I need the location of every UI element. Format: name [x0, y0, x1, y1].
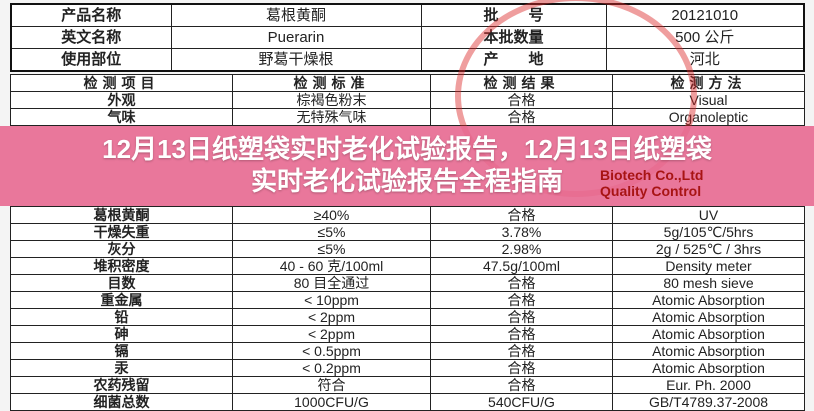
title-overlay: 12月13日纸塑袋实时老化试验报告，12月13日纸塑袋 实时老化试验报告全程指南… [0, 126, 814, 206]
result-cell: < 0.2ppm [232, 359, 431, 377]
result-cell: 堆积密度 [10, 257, 233, 275]
result-cell: < 10ppm [232, 291, 431, 309]
result-cell: 合格 [430, 108, 613, 126]
result-cell: 合格 [430, 359, 613, 377]
info-cell: 英文名称 [10, 26, 172, 49]
result-row: 目数 80 目全通过 合格 80 mesh sieve [10, 274, 805, 292]
info-cell: Puerarin [170, 26, 422, 49]
result-cell: Atomic Absorption [612, 291, 805, 309]
result-cell: 合格 [430, 274, 613, 292]
header-row: 检测项目 检测标准 检测结果 检测方法 [10, 74, 805, 92]
result-row: 镉 < 0.5ppm 合格 Atomic Absorption [10, 342, 805, 360]
result-row: 外观 棕褐色粉末 合格 Visual [10, 91, 805, 109]
product-info-table: 产品名称 葛根黄酮批 号 20121010 英文名称 Puerarin 本批数量 500 公… [10, 3, 805, 72]
result-cell: < 2ppm [232, 325, 431, 343]
result-cell: Eur. Ph. 2000 [612, 376, 805, 394]
result-row: 农药残留 符合 合格 Eur. Ph. 2000 [10, 376, 805, 394]
result-row: 细菌总数 1000CFU/G 540CFU/G GB/T4789.37-2008 [10, 393, 805, 411]
result-cell: Atomic Absorption [612, 308, 805, 326]
result-cell: GB/T4789.37-2008 [612, 393, 805, 411]
result-cell: ≤5% [232, 240, 431, 258]
info-cell: 使用部位 [10, 48, 172, 72]
result-cell: 80 目全通过 [232, 274, 431, 292]
result-row: 重金属 < 10ppm 合格 Atomic Absorption [10, 291, 805, 309]
test-results-table-continued: 葛根黄酮 ≥40% 合格 UV 干燥失重 ≤5% 3.78% 5g/105℃/5hrs 灰分 ≤5… [10, 206, 805, 411]
result-cell: 干燥失重 [10, 223, 233, 241]
header-cell: 检测项目 [10, 74, 233, 92]
result-row: 汞 < 0.2ppm 合格 Atomic Absorption [10, 359, 805, 377]
info-cell: 500 公斤 [605, 26, 805, 49]
result-cell: 合格 [430, 308, 613, 326]
result-cell: 铅 [10, 308, 233, 326]
result-cell: 80 mesh sieve [612, 274, 805, 292]
result-cell: Organoleptic [612, 108, 805, 126]
info-cell: 产 地 [420, 48, 607, 72]
result-cell: 无特殊气味 [232, 108, 431, 126]
result-cell: 合格 [430, 376, 613, 394]
result-cell: < 2ppm [232, 308, 431, 326]
result-cell: 合格 [430, 291, 613, 309]
result-cell: Density meter [612, 257, 805, 275]
info-cell: 河北 [605, 48, 805, 72]
header-cell: 检测方法 [612, 74, 805, 92]
result-cell: 灰分 [10, 240, 233, 258]
result-cell: 细菌总数 [10, 393, 233, 411]
result-cell: 合格 [430, 342, 613, 360]
result-cell: 砷 [10, 325, 233, 343]
result-row: 气味 无特殊气味 合格 Organoleptic [10, 108, 805, 126]
stamp-text: Biotech Co.,Ltd [600, 167, 704, 183]
result-cell: 葛根黄酮 [10, 206, 233, 224]
test-results-table: 检测项目 检测标准 检测结果 检测方法 外观 棕褐色粉末 合格 Visual 气味 无特殊气味 合格… [10, 74, 805, 126]
info-cell: 批 号 [420, 3, 607, 27]
result-cell: 合格 [430, 206, 613, 224]
info-cell: 葛根黄酮 [170, 3, 422, 27]
result-cell: ≥40% [232, 206, 431, 224]
result-cell: 2.98% [430, 240, 613, 258]
title-line-1: 12月13日纸塑袋实时老化试验报告，12月13日纸塑袋 [102, 134, 712, 164]
result-cell: 3.78% [430, 223, 613, 241]
info-cell: 野葛干燥根 [170, 48, 422, 72]
result-cell: 汞 [10, 359, 233, 377]
result-cell: 1000CFU/G [232, 393, 431, 411]
result-cell: 40 - 60 克/100ml [232, 257, 431, 275]
result-cell: 5g/105℃/5hrs [612, 223, 805, 241]
result-cell: 目数 [10, 274, 233, 292]
stamp-text-2: Quality Control [600, 183, 702, 199]
header-cell: 检测标准 [232, 74, 431, 92]
result-cell: 农药残留 [10, 376, 233, 394]
info-row: 英文名称 Puerarin 本批数量 500 公斤 [10, 26, 805, 49]
result-cell: 符合 [232, 376, 431, 394]
result-cell: 合格 [430, 91, 613, 109]
header-cell: 检测结果 [430, 74, 613, 92]
result-row: 灰分 ≤5% 2.98% 2g / 525℃ / 3hrs [10, 240, 805, 258]
title-line-2: 实时老化试验报告全程指南 [250, 166, 563, 196]
info-cell: 本批数量 [420, 26, 607, 49]
result-row: 干燥失重 ≤5% 3.78% 5g/105℃/5hrs [10, 223, 805, 241]
info-row: 产品名称 葛根黄酮批 号 20121010 [10, 3, 805, 27]
result-row: 砷 < 2ppm 合格 Atomic Absorption [10, 325, 805, 343]
result-cell: 47.5g/100ml [430, 257, 613, 275]
result-cell: UV [612, 206, 805, 224]
result-cell: Atomic Absorption [612, 325, 805, 343]
result-cell: Atomic Absorption [612, 342, 805, 360]
result-cell: 2g / 525℃ / 3hrs [612, 240, 805, 258]
result-row: 堆积密度 40 - 60 克/100ml 47.5g/100ml Density me… [10, 257, 805, 275]
result-cell: 合格 [430, 325, 613, 343]
result-cell: < 0.5ppm [232, 342, 431, 360]
result-cell: 540CFU/G [430, 393, 613, 411]
result-cell: 棕褐色粉末 [232, 91, 431, 109]
info-cell: 20121010 [605, 3, 805, 27]
result-row: 铅 < 2ppm 合格 Atomic Absorption [10, 308, 805, 326]
result-cell: 镉 [10, 342, 233, 360]
result-cell: 外观 [10, 91, 233, 109]
info-cell: 产品名称 [10, 3, 172, 27]
result-cell: ≤5% [232, 223, 431, 241]
info-row: 使用部位 野葛干燥根产 地河北 [10, 48, 805, 72]
result-row: 葛根黄酮 ≥40% 合格 UV [10, 206, 805, 224]
result-cell: 气味 [10, 108, 233, 126]
result-cell: Atomic Absorption [612, 359, 805, 377]
result-cell: 重金属 [10, 291, 233, 309]
result-cell: Visual [612, 91, 805, 109]
